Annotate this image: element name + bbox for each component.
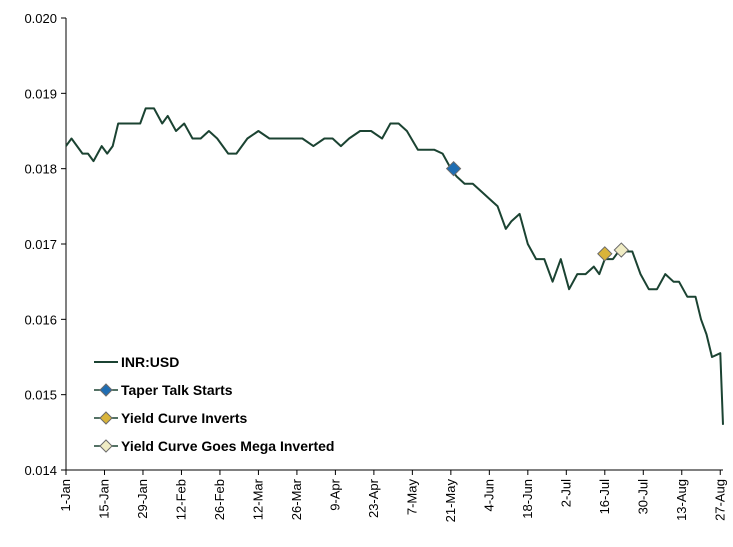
x-tick-label: 1-Jan <box>58 479 73 512</box>
x-tick-label: 18-Jun <box>520 479 535 519</box>
event-marker <box>597 246 613 262</box>
series-line-inr-usd <box>65 107 724 425</box>
y-tick-label: 0.015 <box>24 388 57 403</box>
x-tick-label: 12-Mar <box>250 478 265 520</box>
legend-label: INR:USD <box>121 354 179 370</box>
y-tick-label: 0.017 <box>24 237 57 252</box>
legend-label: Yield Curve Goes Mega Inverted <box>121 438 334 454</box>
x-tick-label: 30-Jul <box>635 479 650 515</box>
x-tick-label: 9-Apr <box>327 478 342 510</box>
x-tick-label: 7-May <box>404 479 419 516</box>
x-tick-label: 27-Aug <box>712 479 727 521</box>
event-marker <box>445 160 462 177</box>
x-tick-label: 4-Jun <box>481 479 496 512</box>
x-tick-label: 12-Feb <box>173 479 188 520</box>
x-tick-label: 15-Jan <box>96 479 111 519</box>
y-tick-label: 0.019 <box>24 86 57 101</box>
y-tick-label: 0.018 <box>24 162 57 177</box>
plot-area <box>65 107 724 425</box>
x-axis: 1-Jan 15-Jan 29-Jan 12-Feb 26-Feb 12-Mar 26-Ma… <box>58 469 727 523</box>
x-tick-label: 29-Jan <box>135 479 150 519</box>
y-axis: 0.014 0.015 0.016 0.017 0.018 0.019 0.020 <box>24 11 67 478</box>
y-tick-label: 0.016 <box>24 312 57 327</box>
legend-label: Yield Curve Inverts <box>121 410 248 426</box>
x-tick-label: 23-Apr <box>366 478 381 518</box>
x-tick-label: 16-Jul <box>597 479 612 515</box>
legend-label: Taper Talk Starts <box>121 382 233 398</box>
legend-marker-swatch <box>99 411 113 425</box>
x-tick-label: 26-Mar <box>289 478 304 520</box>
y-tick-label: 0.020 <box>24 11 57 26</box>
x-tick-label: 13-Aug <box>674 479 689 521</box>
legend: INR:USD Taper Talk Starts Yield Curve Inve… <box>94 354 334 454</box>
x-tick-label: 2-Jul <box>558 479 573 507</box>
event-marker <box>613 242 629 258</box>
y-tick-label: 0.014 <box>24 463 57 478</box>
legend-marker-swatch <box>99 439 113 453</box>
legend-marker-swatch <box>99 383 113 397</box>
x-tick-label: 26-Feb <box>212 479 227 520</box>
x-tick-label: 21-May <box>443 479 458 523</box>
